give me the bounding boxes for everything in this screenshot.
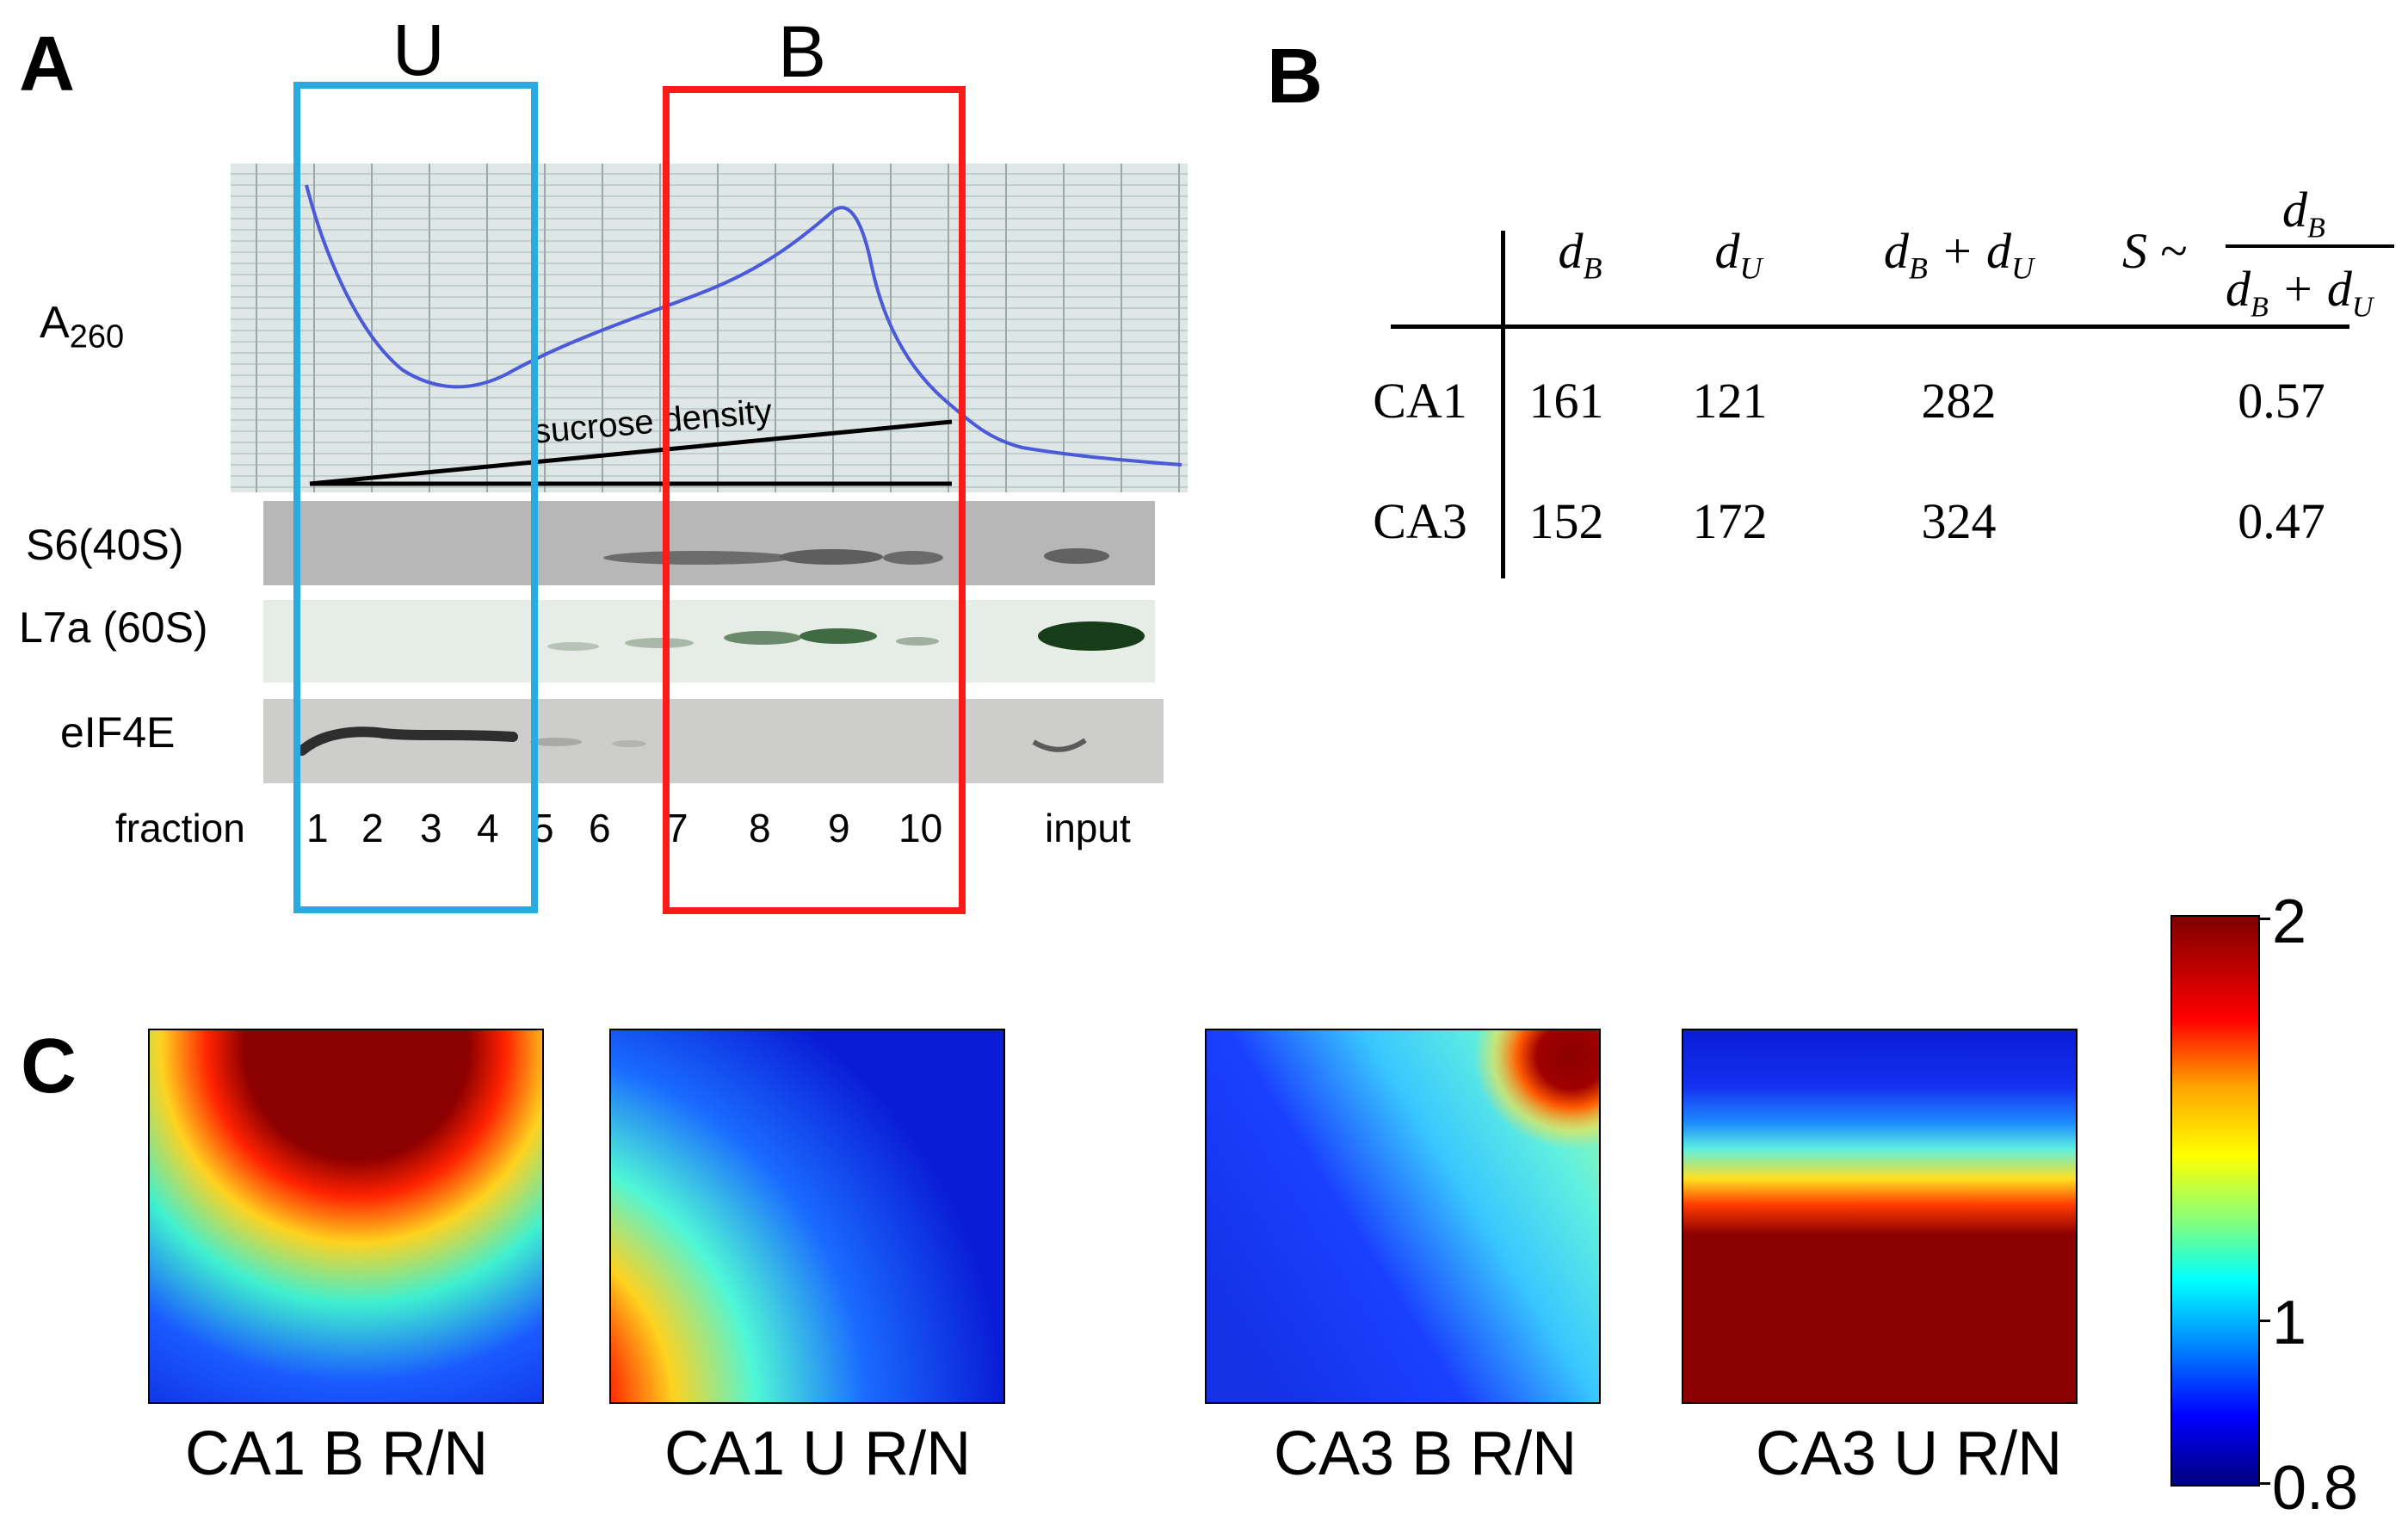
table-horizontal-rule: [1391, 325, 2349, 329]
table-vertical-rule: [1501, 231, 1505, 578]
header-du: dU: [1714, 223, 1763, 286]
row-ca1-db: 161: [1528, 373, 1604, 429]
panel-a-letter: A: [19, 22, 75, 108]
panel-b-letter: B: [1267, 34, 1323, 120]
fraction-9: 9: [828, 806, 850, 850]
unbound-box-label: U: [392, 9, 445, 90]
s-fraction-bar: [2226, 244, 2394, 248]
heatmap-ca3-u-svg: [1683, 1030, 2076, 1402]
heatmap-ca3-b-svg: [1207, 1030, 1599, 1402]
heatmap-label-ca1-b: CA1 B R/N: [185, 1419, 489, 1488]
blot-l7a-60s: [263, 600, 1155, 683]
fraction-1: 1: [306, 806, 329, 850]
blot-eif4e-svg: [263, 699, 1164, 783]
colorbar-tick-top: [2258, 918, 2270, 920]
panel-c-letter: C: [21, 1023, 77, 1110]
heatmap-ca1-u: [609, 1029, 1005, 1404]
s-fraction-numerator: dB: [2282, 182, 2325, 244]
blot-label-eif4e: eIF4E: [60, 708, 176, 757]
fraction-axis-label: fraction: [115, 806, 245, 850]
bound-fraction-box: [663, 86, 966, 914]
colorbar-tick-mid: [2258, 1320, 2270, 1322]
heatmap-label-ca3-b: CA3 B R/N: [1274, 1419, 1578, 1488]
a260-profile-chart: [231, 164, 1188, 492]
row-ca3-db: 152: [1528, 493, 1604, 549]
row-ca3-du: 172: [1692, 493, 1768, 549]
fraction-6: 6: [589, 806, 611, 850]
a260-label-main: A: [40, 298, 70, 348]
a260-chart-svg: [231, 164, 1188, 492]
blot-label-l7a: L7a (60S): [19, 603, 208, 652]
heatmap-ca1-u-svg: [611, 1030, 1003, 1402]
heatmap-ca1-b: [148, 1029, 544, 1404]
a260-trace: [305, 184, 1182, 467]
blot-eif4e: [263, 699, 1164, 783]
row-ca1-sum: 282: [1921, 373, 1997, 429]
chart-grid-lines: [231, 164, 1188, 492]
heatmap-ca1-b-svg: [150, 1030, 542, 1402]
colorbar-tick-bottom: [2258, 1482, 2270, 1485]
row-ca3-s: 0.47: [2238, 493, 2325, 549]
unbound-fraction-box: [293, 82, 538, 913]
s-prefix: S ~: [2122, 223, 2187, 279]
header-s-formula: S ~ dB dB + dU: [2122, 182, 2398, 329]
a260-label: A260: [40, 297, 124, 355]
heatmap-label-ca3-u: CA3 U R/N: [1756, 1419, 2063, 1488]
heatmap-ca3-u: [1682, 1029, 2078, 1404]
row-ca3-label: CA3: [1373, 493, 1467, 549]
fraction-7: 7: [666, 806, 688, 850]
blot-s6-svg: [263, 501, 1155, 585]
header-db: dB: [1558, 223, 1602, 286]
heatmap-label-ca1-u: CA1 U R/N: [664, 1419, 972, 1488]
fraction-10: 10: [898, 806, 943, 850]
header-db-plus-du: dB + dU: [1883, 223, 2034, 286]
colorbar-label-1: 1: [2272, 1289, 2307, 1357]
fraction-2: 2: [361, 806, 384, 850]
heatmap-ca3-b: [1205, 1029, 1601, 1404]
blot-label-s6: S6(40S): [26, 521, 184, 569]
bound-box-label: B: [778, 11, 827, 92]
row-ca1-s: 0.57: [2238, 373, 2325, 429]
fraction-3: 3: [420, 806, 442, 850]
colorbar-label-2: 2: [2272, 887, 2307, 956]
sucrose-gradient-wedge: [309, 419, 953, 486]
blot-s6-40s: [263, 501, 1155, 585]
colorbar: [2170, 915, 2260, 1487]
input-lane-label: input: [1045, 806, 1131, 850]
row-ca3-sum: 324: [1921, 493, 1997, 549]
fraction-4: 4: [477, 806, 499, 850]
colorbar-label-0-8: 0.8: [2272, 1454, 2359, 1523]
blot-l7a-svg: [263, 600, 1155, 683]
row-ca1-du: 121: [1692, 373, 1768, 429]
s-fraction-denominator: dB + dU: [2226, 261, 2374, 324]
fraction-8: 8: [749, 806, 771, 850]
a260-label-sub: 260: [69, 318, 125, 355]
row-ca1-label: CA1: [1373, 373, 1467, 429]
